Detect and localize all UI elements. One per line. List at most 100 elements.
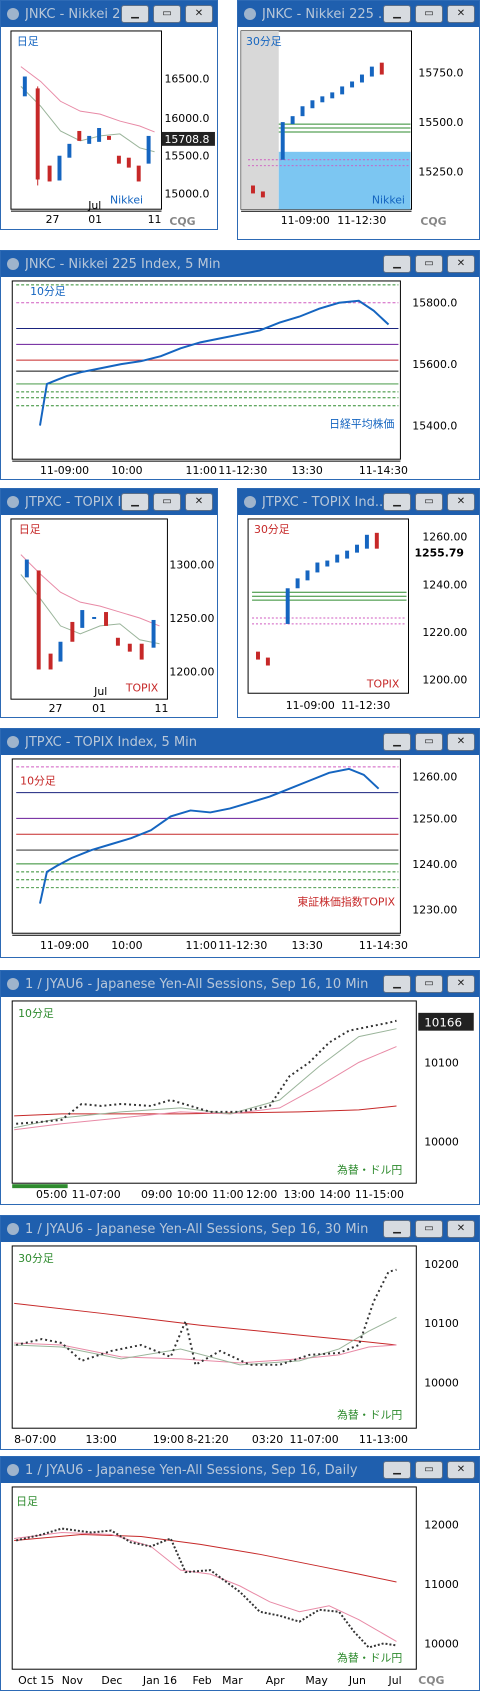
x-tick: 14:00 <box>319 1188 350 1201</box>
restore-button[interactable]: ▭ <box>153 493 181 511</box>
title-bar[interactable]: JNKC - Nikkei 225 ... ▁ ▭ ✕ <box>238 1 479 27</box>
minimize-button[interactable]: ▁ <box>383 493 411 511</box>
close-button[interactable]: ✕ <box>447 255 475 273</box>
instrument-label: 為替・ドル円 <box>337 1407 402 1421</box>
y-tick: 1260.00 <box>422 531 467 544</box>
cqg-logo: CQG <box>418 1674 444 1687</box>
x-tick: 01 <box>88 213 102 226</box>
x-tick: 13:30 <box>291 464 322 477</box>
chart-area[interactable]: 日足 16500.0 16000.0 15500.0 1500 <box>1 27 217 229</box>
title-bar[interactable]: JNKC - Nikkei 2... ▁ ▭ ✕ <box>1 1 217 27</box>
close-button[interactable]: ✕ <box>447 975 475 993</box>
title-bar[interactable]: JTPXC - TOPIX Index, 5 Min ▁ ▭ ✕ <box>1 729 479 755</box>
title-bar[interactable]: 1 / JYAU6 - Japanese Yen-All Sessions, S… <box>1 971 479 997</box>
minimize-button[interactable]: ▁ <box>383 975 411 993</box>
x-tick: 11-09:00 <box>40 464 89 477</box>
restore-button[interactable]: ▭ <box>415 5 443 23</box>
period-label: 日足 <box>19 523 41 536</box>
y-tick: 16500.0 <box>164 72 209 85</box>
chart-area[interactable]: 10分足 1260.00 1250.00 1240.00 1230.00 東証株… <box>1 755 479 957</box>
gear-icon[interactable] <box>7 496 19 508</box>
topix-5min-window[interactable]: JTPXC - TOPIX Index, 5 Min ▁ ▭ ✕ 10分足 1260… <box>0 728 480 958</box>
close-button[interactable]: ✕ <box>447 5 475 23</box>
title-bar[interactable]: 1 / JYAU6 - Japanese Yen-All Sessions, S… <box>1 1216 479 1242</box>
topix-daily-window[interactable]: JTPXC - TOPIX I... ▁ ▭ ✕ 日足 1300.00 <box>0 488 218 718</box>
window-title: 1 / JYAU6 - Japanese Yen-All Sessions, S… <box>25 1462 358 1478</box>
cqg-logo: CQG <box>420 215 446 228</box>
minimize-button[interactable]: ▁ <box>383 733 411 751</box>
instrument-label: 為替・ドル円 <box>337 1162 402 1176</box>
candles <box>251 62 384 198</box>
gear-icon[interactable] <box>7 978 19 990</box>
y-tick: 10100 <box>424 1056 459 1069</box>
title-bar[interactable]: 1 / JYAU6 - Japanese Yen-All Sessions, S… <box>1 1457 479 1483</box>
minimize-button[interactable]: ▁ <box>121 5 149 23</box>
chart-area[interactable]: 10分足 10166 10100 10000 為替・ドル円 05:00 11-0… <box>1 997 479 1204</box>
nikkei-30min-window[interactable]: JNKC - Nikkei 225 ... ▁ ▭ ✕ 30分足 15750.0 1… <box>237 0 480 240</box>
x-tick: 11:00 <box>186 464 217 477</box>
minimize-button[interactable]: ▁ <box>383 255 411 273</box>
y-tick: 1230.00 <box>412 903 457 916</box>
title-bar[interactable]: JTPXC - TOPIX I... ▁ ▭ ✕ <box>1 489 217 515</box>
restore-button[interactable]: ▭ <box>415 975 443 993</box>
y-tick: 1200.00 <box>169 665 214 678</box>
gear-icon[interactable] <box>7 1464 19 1476</box>
restore-button[interactable]: ▭ <box>415 1220 443 1238</box>
chart-area[interactable]: 日足 12000 11000 10000 為替・ドル円 Oct 15 Nov D… <box>1 1483 479 1690</box>
close-button[interactable]: ✕ <box>447 493 475 511</box>
y-tick: 15750.0 <box>418 67 463 80</box>
gear-icon[interactable] <box>244 8 256 20</box>
y-tick: 10000 <box>424 1637 459 1650</box>
x-tick: 03:20 <box>252 1433 283 1446</box>
x-tick: 10:00 <box>111 939 142 952</box>
y-tick: 15250.0 <box>418 166 463 179</box>
yen-30min-window[interactable]: 1 / JYAU6 - Japanese Yen-All Sessions, S… <box>0 1215 480 1450</box>
x-tick: Dec <box>101 1674 122 1687</box>
y-tick: 10200 <box>424 1258 459 1271</box>
restore-button[interactable]: ▭ <box>415 255 443 273</box>
restore-button[interactable]: ▭ <box>415 493 443 511</box>
gear-icon[interactable] <box>7 736 19 748</box>
nikkei-daily-window[interactable]: JNKC - Nikkei 2... ▁ ▭ ✕ 日足 <box>0 0 218 230</box>
chart-area[interactable]: 日足 1300.00 1250.00 1200.00 TOPIX J <box>1 515 217 717</box>
restore-button[interactable]: ▭ <box>415 1461 443 1479</box>
candles <box>24 559 156 670</box>
gear-icon[interactable] <box>7 1223 19 1235</box>
x-tick: 11-12:30 <box>218 939 267 952</box>
instrument-label: 為替・ドル円 <box>337 1650 402 1664</box>
nikkei-5min-window[interactable]: JNKC - Nikkei 225 Index, 5 Min ▁ ▭ ✕ 10分足 … <box>0 250 480 480</box>
chart-area[interactable]: 30分足 15750.0 15500.0 15250.0 Nikkei 11-0… <box>238 27 479 239</box>
chart-area[interactable]: 30分足 1260.00 1240.00 1220.00 1200.00 125… <box>238 515 479 717</box>
chart-area[interactable]: 30分足 10200 10100 10000 為替・ドル円 8-07:00 13… <box>1 1242 479 1449</box>
minimize-button[interactable]: ▁ <box>383 1220 411 1238</box>
instrument-label: 東証株価指数TOPIX <box>297 895 395 909</box>
yen-daily-window[interactable]: 1 / JYAU6 - Japanese Yen-All Sessions, S… <box>0 1456 480 1691</box>
x-tick: 8-07:00 <box>14 1433 56 1446</box>
title-bar[interactable]: JTPXC - TOPIX Ind... ▁ ▭ ✕ <box>238 489 479 515</box>
last-price: 15708.8 <box>164 133 209 146</box>
close-button[interactable]: ✕ <box>447 1461 475 1479</box>
close-button[interactable]: ✕ <box>447 733 475 751</box>
topix-30min-window[interactable]: JTPXC - TOPIX Ind... ▁ ▭ ✕ 30分足 1260.00 12… <box>237 488 480 718</box>
gear-icon[interactable] <box>7 258 19 270</box>
gear-icon[interactable] <box>7 8 19 20</box>
period-label: 30分足 <box>254 523 290 536</box>
minimize-button[interactable]: ▁ <box>383 5 411 23</box>
close-button[interactable]: ✕ <box>185 493 213 511</box>
y-tick: 1250.00 <box>169 612 214 625</box>
x-tick: 09:00 <box>141 1188 172 1201</box>
close-button[interactable]: ✕ <box>185 5 213 23</box>
x-tick: Feb <box>192 1674 211 1687</box>
chart-area[interactable]: 10分足 15800.0 15600.0 15400.0 日経平均株価 11-0… <box>1 277 479 479</box>
minimize-button[interactable]: ▁ <box>383 1461 411 1479</box>
y-tick: 1300.00 <box>169 558 214 571</box>
title-bar[interactable]: JNKC - Nikkei 225 Index, 5 Min ▁ ▭ ✕ <box>1 251 479 277</box>
restore-button[interactable]: ▭ <box>153 5 181 23</box>
restore-button[interactable]: ▭ <box>415 733 443 751</box>
y-tick: 15500.0 <box>164 150 209 163</box>
yen-10min-window[interactable]: 1 / JYAU6 - Japanese Yen-All Sessions, S… <box>0 970 480 1205</box>
gear-icon[interactable] <box>244 496 256 508</box>
close-button[interactable]: ✕ <box>447 1220 475 1238</box>
y-tick: 1240.00 <box>422 578 467 591</box>
minimize-button[interactable]: ▁ <box>121 493 149 511</box>
